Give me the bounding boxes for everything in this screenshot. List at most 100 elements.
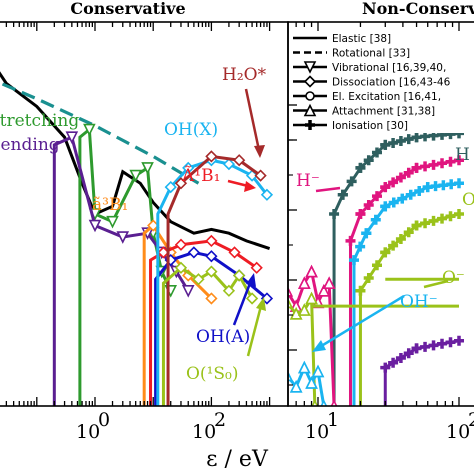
series-bending-point-1 (88, 219, 102, 233)
series-att-olive-point-5-0 (305, 291, 318, 305)
series-ion-olive-point-4-3 (437, 213, 448, 224)
series-ion-dark-point-6-0 (411, 132, 422, 143)
right-annotations: H H⁻ O O⁻ OH⁻ (296, 145, 474, 352)
series-ion-olive-point-4-2 (428, 215, 439, 226)
label-ohx: OH(X) (164, 120, 218, 140)
series-ion-purple-point-2-1 (388, 357, 399, 368)
label-bending: Bending (0, 135, 60, 155)
series-att-olive-point-2-0 (288, 298, 294, 309)
legend-label-3: Dissociation [16,43-46 (332, 77, 451, 89)
series-ion-pink-point-5-2 (428, 159, 439, 170)
series-a3B1-point-3 (205, 292, 218, 305)
series-ion-pink-point-3-0 (355, 209, 366, 219)
series-ion-purple-point-3-4 (445, 337, 456, 348)
series-A1B1-point-4 (250, 261, 263, 274)
series-ion-cyan-point-4-4 (414, 185, 425, 196)
series-ion-dark-point-2-0 (329, 209, 340, 219)
series-att-cyan-point-1-0 (271, 386, 281, 396)
series-ion-pink-point-5-5 (454, 155, 464, 166)
series-stretching-point-2 (106, 215, 119, 229)
series-ion-pink-point-3-1 (363, 200, 374, 211)
series-OHA-point-1 (187, 246, 201, 259)
series-OHX-point-3 (222, 157, 236, 171)
series-O1S-point-1 (192, 273, 205, 286)
series-ion-cyan-point-4-0 (380, 201, 391, 212)
series-O1S-point-0 (174, 261, 188, 274)
series-att-olive-point-4-0 (298, 303, 311, 316)
series-ion-olive-point-3-0 (380, 247, 391, 258)
series-att-pink-point-2-0 (288, 286, 294, 297)
series-att-cyan-point-2-0 (288, 371, 294, 382)
label-h-ion: H (455, 145, 470, 165)
xtick-left-1-exp: 0 (98, 409, 110, 431)
legend-marker-4 (305, 91, 315, 101)
series-ion-pink-point-5-4 (445, 156, 456, 167)
series-ion-purple-point-3-3 (437, 338, 448, 349)
series-ion-purple-point-3-1 (420, 341, 431, 352)
series-bending-point-2 (116, 231, 130, 244)
series-att-cyan-point-4-0 (298, 360, 311, 374)
series-H2O-point-1 (205, 150, 218, 163)
series-ion-pink-point-4-3 (403, 167, 414, 178)
series-ion-purple-point-2-3 (403, 348, 414, 359)
series-ion-pink-point-4-1 (388, 177, 399, 188)
legend-label-0: Elastic [38] (332, 33, 391, 45)
series-ion-cyan-point-2-1 (355, 241, 366, 252)
series-att-pink-point-8-0 (322, 276, 336, 289)
series-ion-olive-point-3-2 (395, 233, 406, 244)
series-ion-olive-point-4-4 (445, 211, 456, 222)
label-stretching: Stretching (0, 111, 79, 131)
series-bending-point-6 (181, 284, 195, 298)
series-ion-olive-point-4-1 (420, 218, 431, 229)
right-axes-frame (287, 21, 474, 407)
series-ion-cyan-point-4-3 (405, 189, 416, 200)
xtick-right-2-exp: 2 (468, 409, 474, 431)
xtick-right-1: 10 (305, 421, 329, 443)
series-att-pink-point-7-0 (317, 284, 331, 297)
xtick-right-2: 10 (446, 421, 470, 443)
series-OHX-point-5 (260, 188, 274, 201)
left-panel-title: Conservative (70, 0, 185, 18)
series-OHX-point-1 (182, 161, 195, 175)
right-series-layer (271, 128, 464, 406)
series-ion-dark-point-5-1 (388, 137, 399, 148)
series-ion-pink-point-5-0 (411, 162, 422, 173)
x-tick-labels: 10 0 10 2 10 1 10 2 (76, 409, 474, 443)
series-att-cyan-point-6-0 (311, 364, 325, 378)
series-ion-cyan-point-5-4 (454, 178, 464, 189)
label-o-minus: O⁻ (442, 268, 465, 288)
series-ion-dark-point-5-3 (403, 134, 414, 145)
series-ion-dark-point-4-0 (355, 162, 366, 173)
series-ion-dark-point-3-1 (346, 176, 357, 187)
series-O1S-point-5 (245, 292, 259, 305)
annotation-arrows (227, 88, 266, 357)
series-att-pink-point-8-1 (330, 399, 338, 406)
series-ion-purple-point-3-2 (428, 340, 439, 351)
series-ion-cyan-point-3-0 (361, 228, 372, 239)
series-ion-purple-point-2-2 (395, 353, 406, 363)
series-A1B1-point-1 (174, 238, 188, 251)
legend-label-5: Attachment [31,38] (332, 106, 435, 118)
ticks (5, 22, 460, 406)
series-ion-olive-point-3-1 (388, 240, 399, 251)
series-ion-pink-point-5-3 (437, 158, 448, 169)
series-ion-dark-point-5-2 (395, 136, 406, 147)
left-series-layer (0, 71, 274, 406)
series-ion-pink-point-2-0 (345, 235, 356, 246)
legend-marker-6 (305, 120, 315, 130)
series-A1B1-point-2 (205, 234, 218, 248)
series-ion-olive-point-3-3 (403, 227, 414, 238)
series-bending-point-0 (65, 131, 79, 144)
series-ion-cyan-point-2-0 (348, 255, 359, 266)
label-o-ion: O (462, 190, 474, 210)
series-ion-pink-point-5-1 (420, 161, 431, 172)
x-axis-label: ε / eV (206, 447, 269, 472)
series-H2O-point-2 (233, 154, 246, 167)
series-H2O-point-0 (174, 177, 188, 190)
series-ion-olive-point-2-0 (355, 285, 366, 296)
series-ion-purple-point-3-5 (454, 335, 464, 346)
series-ion-dark-point-6-1 (420, 131, 431, 142)
xtick-left-2-exp: 2 (214, 409, 226, 431)
series-ion-olive-point-2-1 (363, 273, 374, 283)
series-ion-olive-point-4-5 (454, 209, 464, 219)
